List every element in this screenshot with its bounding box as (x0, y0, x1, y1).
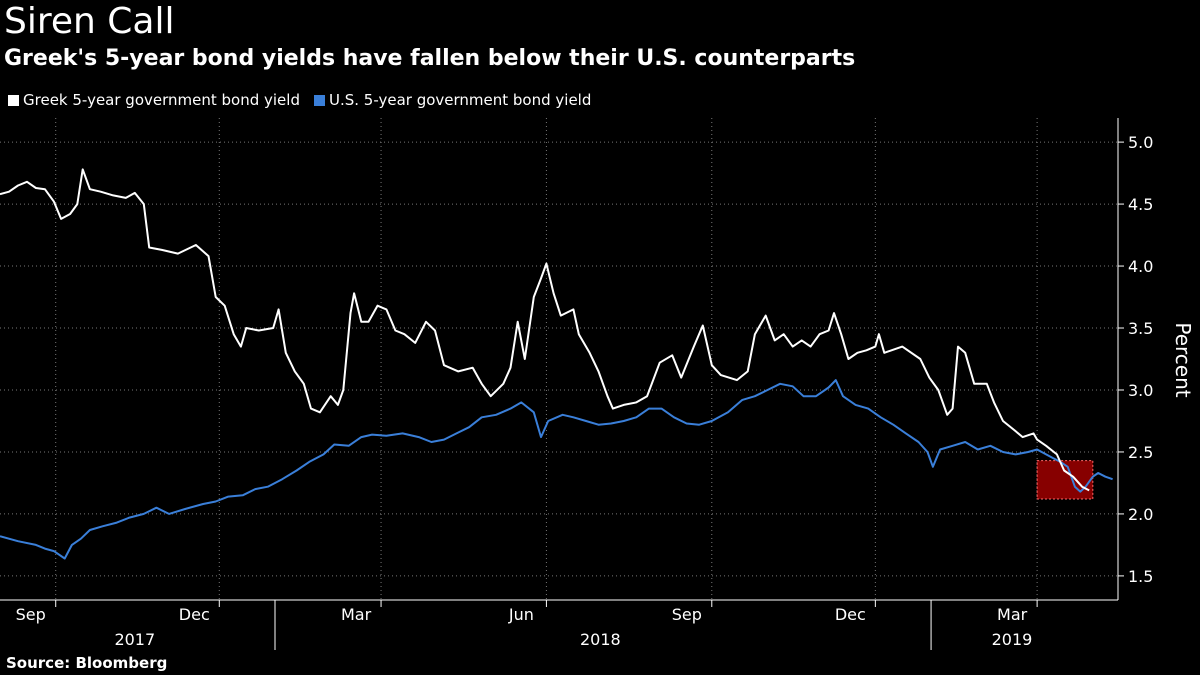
year-label: 2019 (992, 630, 1033, 649)
y-tick-label: 5.0 (1128, 133, 1153, 152)
grid-lines (0, 118, 1118, 600)
x-tick-label: Mar (341, 605, 372, 624)
x-tick-label: Jun (508, 605, 534, 624)
highlight-layer (1036, 460, 1094, 500)
year-label: 2018 (580, 630, 621, 649)
series-layer (0, 168, 1113, 560)
y-tick-label: 2.5 (1128, 443, 1153, 462)
y-tick-label: 3.5 (1128, 319, 1153, 338)
y-tick-label: 1.5 (1128, 567, 1153, 586)
y-tick-label: 3.0 (1128, 381, 1153, 400)
chart-subtitle: Greek's 5-year bond yields have fallen b… (4, 46, 856, 71)
x-tick-label: Mar (997, 605, 1028, 624)
legend-label-us: U.S. 5-year government bond yield (328, 91, 592, 109)
x-tick-label: Dec (179, 605, 210, 624)
highlight-box (1036, 460, 1094, 500)
x-tick-label: Dec (835, 605, 866, 624)
y-tick-label: 4.5 (1128, 195, 1153, 214)
year-label: 2017 (114, 630, 155, 649)
axis-layer: 1.5 2.0 2.5 3.0 3.5 4.0 4.5 5.0 Sep Dec Mar Jun Sep D… (0, 118, 1153, 650)
legend-swatch-us (313, 94, 325, 106)
legend: Greek 5-year government bond yield U.S. … (8, 88, 605, 112)
x-tick-label: Sep (672, 605, 702, 624)
series-line-greek (0, 168, 1090, 492)
legend-swatch-greek (8, 94, 19, 106)
y-tick-label: 4.0 (1128, 257, 1153, 276)
legend-label-greek: Greek 5-year government bond yield (23, 91, 300, 109)
x-tick-label: Sep (16, 605, 46, 624)
legend-item-greek: Greek 5-year government bond yield (8, 91, 300, 109)
series-line-us (0, 379, 1113, 560)
chart-title: Siren Call (4, 1, 175, 42)
legend-item-us: U.S. 5-year government bond yield (313, 91, 592, 109)
source-note: Source: Bloomberg (6, 654, 168, 672)
y-axis-label: Percent (1171, 322, 1195, 397)
y-tick-label: 2.0 (1128, 505, 1153, 524)
